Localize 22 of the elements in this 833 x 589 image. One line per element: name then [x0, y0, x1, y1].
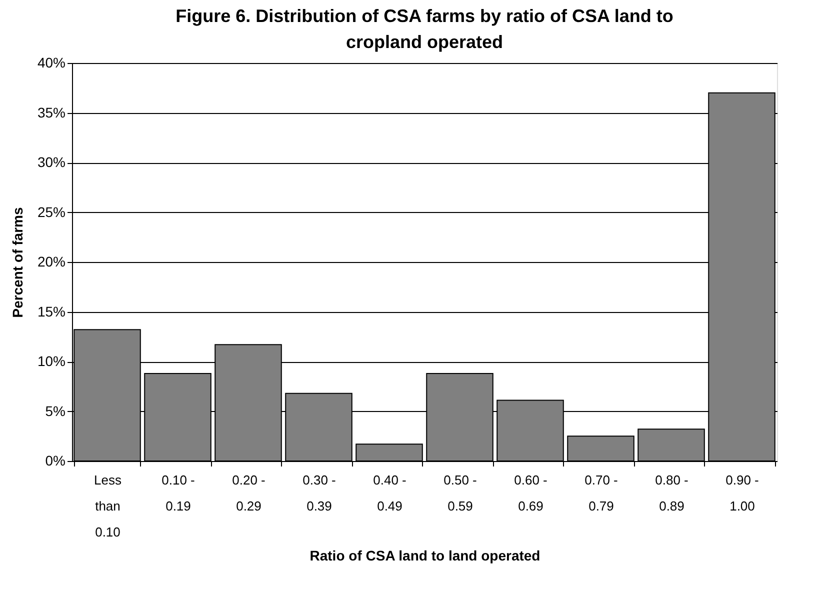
y-tick-label: 15% — [37, 303, 66, 320]
y-tick-label: 30% — [37, 154, 66, 170]
x-tick-label: 0.30 - 0.39 — [302, 472, 336, 514]
chart-title: Figure 6. Distribution of CSA farms by ratio of CSA land to cropland operated — [176, 6, 674, 52]
y-tick-label: 25% — [37, 204, 66, 220]
y-axis-title: Percent of farms — [9, 207, 26, 318]
y-tick-label: 10% — [37, 353, 66, 369]
y-tick-label: 40% — [37, 54, 66, 70]
x-tick-label: 0.60 - 0.69 — [514, 472, 548, 514]
x-tick-label: 0.40 - 0.49 — [373, 472, 406, 514]
x-tick-label: 0.90 - 1.00 — [726, 472, 759, 514]
x-tick-label: 0.70 - 0.79 — [584, 472, 618, 514]
y-tick-label: 20% — [37, 254, 66, 270]
y-tick-label: 35% — [37, 104, 66, 120]
x-tick-label: 0.10 - 0.19 — [162, 472, 195, 514]
x-axis-title: Ratio of CSA land to land operated — [310, 548, 540, 564]
y-tick-label: 0% — [45, 452, 66, 468]
x-tick-label: 0.20 - 0.29 — [232, 472, 266, 514]
x-tick-label: Less than 0.10 — [94, 472, 122, 540]
y-tick-label: 5% — [45, 402, 66, 419]
x-tick-label: 0.50 - 0.59 — [444, 472, 477, 514]
x-tick-label: 0.80 - 0.89 — [655, 472, 688, 514]
